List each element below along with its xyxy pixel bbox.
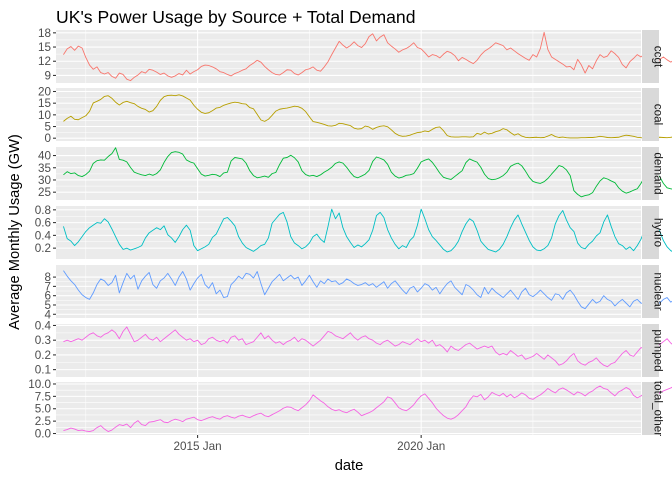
series-line-nuclear: [63, 270, 672, 310]
y-tick-label: 0.4: [35, 229, 52, 242]
facet-strip: [642, 30, 659, 83]
x-tick-label: 2020 Jan: [397, 440, 445, 453]
y-tick-label: 5: [44, 299, 51, 312]
series-line-hydro: [63, 208, 672, 253]
panel-background: [56, 324, 641, 377]
y-tick-label: 0: [44, 132, 51, 145]
facet-strip-label: pumped: [652, 329, 665, 371]
x-tick-label: 2015 Jan: [174, 440, 222, 453]
facet-strip: [642, 147, 659, 200]
y-tick-label: 9: [44, 69, 51, 82]
y-tick-label: 7: [44, 280, 51, 293]
facet-strip-label: demand: [652, 152, 665, 194]
y-tick-label: 35: [38, 162, 52, 175]
series-line-total-other: [63, 385, 672, 432]
y-tick-label: 0.2: [35, 242, 51, 255]
y-tick-label: 10.0: [28, 378, 51, 391]
y-tick-label: 0.0: [35, 428, 52, 441]
y-tick-label: 10: [38, 109, 52, 122]
y-tick-label: 0.4: [35, 319, 52, 332]
y-tick-label: 5: [44, 121, 51, 134]
y-tick-label: 25: [38, 186, 52, 199]
y-tick-label: 7.5: [35, 390, 52, 403]
panel-background: [56, 206, 641, 259]
facet-strip-label: coal: [652, 104, 665, 125]
facet-strip-label: total_other: [652, 381, 665, 436]
series-line-demand: [63, 147, 672, 198]
facet-strip: [642, 382, 659, 435]
series-line-pumped: [63, 326, 672, 368]
y-axis-title: Average Monthly Usage (GW): [7, 134, 23, 330]
facet-strip-label: nuclear: [652, 272, 665, 310]
panel-background: [56, 30, 641, 83]
facet-strip: [642, 206, 659, 259]
series-line-coal: [63, 94, 672, 139]
y-tick-label: 0.3: [35, 334, 51, 347]
y-tick-label: 8: [44, 271, 51, 284]
chart-title: UK's Power Usage by Source + Total Deman…: [56, 7, 416, 27]
y-tick-label: 12: [38, 55, 51, 68]
facet-strip-label: hydro: [652, 218, 665, 248]
x-axis-title: date: [335, 458, 364, 474]
y-tick-label: 0.6: [35, 217, 51, 230]
series-line-ccgt: [63, 31, 672, 82]
facet-strip: [642, 88, 659, 141]
facet-pumped: 0.1 0.2 0.3 0.4 pumped: [35, 319, 672, 377]
facet-hydro: 0.20.40.60.8 hydro: [35, 204, 672, 259]
y-tick-label: 5.0: [35, 403, 52, 416]
y-tick-label: 0.2: [35, 349, 51, 362]
y-tick-label: 0.8: [35, 204, 51, 217]
facet-total-other: 0.02.55.07.510.0 total_other: [28, 378, 672, 441]
y-tick-label: 15: [38, 41, 52, 54]
facet-strip: [642, 265, 659, 318]
facet-strip-label: ccgt: [652, 46, 665, 68]
y-tick-label: 6: [44, 290, 51, 303]
facet-strip: [642, 324, 659, 377]
y-tick-label: 4: [44, 308, 51, 321]
y-tick-label: 2.5: [35, 415, 52, 428]
x-axis: 2015 Jan 2020 Jan: [174, 435, 445, 453]
y-tick-label: 40: [38, 150, 52, 163]
panel-background: [56, 265, 641, 318]
y-tick-label: 15: [38, 97, 52, 110]
y-tick-label: 20: [38, 86, 52, 99]
y-tick-label: 0.1: [35, 364, 51, 377]
y-tick-label: 30: [38, 174, 52, 187]
y-tick-label: 18: [38, 27, 51, 40]
